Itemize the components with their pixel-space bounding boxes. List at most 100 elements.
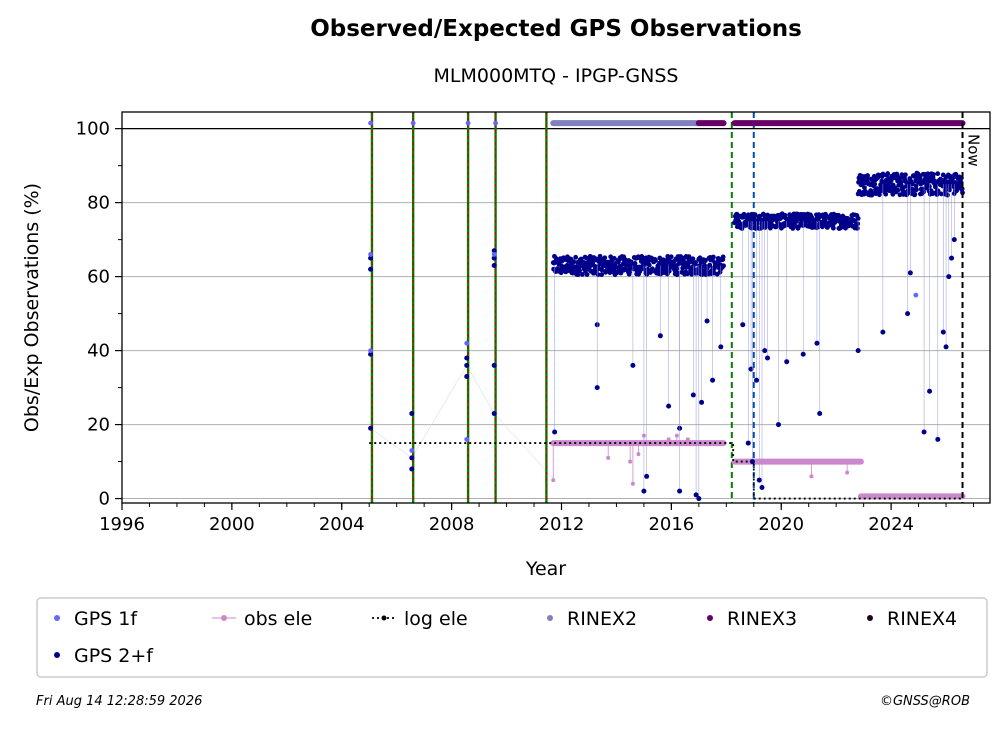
gps-2f-point xyxy=(653,258,658,264)
gps-1f-point xyxy=(913,292,919,298)
gps-1f-point xyxy=(491,252,497,257)
gps-2f-point xyxy=(607,270,613,275)
gps-1f-point xyxy=(464,436,470,442)
gps-2f-point xyxy=(862,185,867,191)
gps-2f-point xyxy=(594,385,600,391)
y-tick-label: 20 xyxy=(87,415,110,436)
x-tick-label: 1996 xyxy=(99,514,145,535)
gps-2f-point xyxy=(464,355,470,361)
gps-1f-point xyxy=(410,120,416,126)
gps-2f-point xyxy=(616,259,621,265)
x-tick-label: 2020 xyxy=(758,514,804,535)
legend-label: RINEX2 xyxy=(567,608,637,630)
gps-2f-point xyxy=(718,344,724,350)
gps-2f-point xyxy=(885,171,891,176)
gps-2f-point xyxy=(756,477,762,483)
gps-2f-point xyxy=(575,272,581,278)
gps-2f-point xyxy=(740,322,746,328)
gps-2f-point xyxy=(646,262,652,268)
gps-2f-point xyxy=(666,403,672,409)
gps-2f-point xyxy=(690,256,696,262)
gps-1f-point xyxy=(465,120,471,126)
gps-2f-point xyxy=(599,267,605,273)
gps-2f-point xyxy=(759,484,765,490)
gps-2f-point xyxy=(677,488,683,494)
gps-2f-point xyxy=(880,329,886,335)
gps-2f-point xyxy=(704,318,710,324)
gps-2f-point xyxy=(721,263,726,269)
gps-2f-point xyxy=(757,213,763,219)
gps-2f-point xyxy=(752,212,758,218)
gps-2f-point xyxy=(595,272,601,277)
gps-2f-point xyxy=(775,422,781,428)
log-ele-line xyxy=(369,442,963,500)
gps-2f-point xyxy=(800,351,806,357)
gps-2f-point xyxy=(913,183,919,189)
gps-2f-point xyxy=(666,268,672,274)
obs-ele-point xyxy=(674,433,679,438)
gps-2f-point xyxy=(611,255,617,261)
gps-2f-point xyxy=(693,260,699,265)
gps-2f-point xyxy=(897,192,903,198)
gps-2f-point xyxy=(409,410,415,416)
y-tick-label: 60 xyxy=(87,267,110,288)
x-axis-label: Year xyxy=(525,558,566,580)
gps-2f-point xyxy=(599,272,605,278)
gps-1f-point xyxy=(368,348,373,353)
gps-2f-point xyxy=(710,254,716,260)
obs-ele-point xyxy=(809,474,814,479)
legend-label: obs ele xyxy=(244,608,312,630)
gps-2f-point xyxy=(942,188,948,194)
gps-2f-point xyxy=(749,459,755,465)
gps-2f-point xyxy=(707,262,713,268)
gps-2f-point xyxy=(814,340,820,346)
legend-box xyxy=(36,597,988,678)
now-label: Now xyxy=(965,134,983,167)
legend-marker xyxy=(54,615,60,621)
gps-2f-point xyxy=(491,410,497,416)
legend-marker xyxy=(707,615,713,621)
copyright-credit: ©GNSS@ROB xyxy=(879,694,970,709)
x-tick-label: 2004 xyxy=(319,514,365,535)
gps-2f-point xyxy=(946,274,952,280)
gps-2f-point xyxy=(935,436,941,442)
gps-2f-point xyxy=(949,255,955,261)
gps-2f-point xyxy=(925,171,931,177)
gps-2f-point xyxy=(907,270,913,276)
gps-2f-point xyxy=(888,178,894,183)
gps-2f-point xyxy=(943,344,949,350)
gps-2f-point xyxy=(693,492,699,498)
gps-2f-point xyxy=(684,271,690,277)
gps-1f-point xyxy=(368,120,373,126)
gps-2f-point xyxy=(862,188,868,194)
legend-label: log ele xyxy=(404,608,468,630)
x-tick-label: 2008 xyxy=(429,514,475,535)
gps-2f-point xyxy=(664,264,670,270)
gps-2f-point xyxy=(762,348,768,354)
y-tick-label: 40 xyxy=(87,341,110,362)
gps-2f-point xyxy=(573,254,579,260)
gps-2f-point xyxy=(464,362,470,368)
gps-2f-point xyxy=(491,255,497,261)
gps-2f-point xyxy=(917,175,923,181)
gps-2f-point xyxy=(903,172,908,178)
gps-2f-point xyxy=(710,377,716,383)
gps-2f-point xyxy=(409,466,415,472)
gps-2f-point xyxy=(571,259,577,265)
gps-2f-point xyxy=(690,392,696,398)
legend-marker xyxy=(54,652,60,658)
gps-2f-point xyxy=(898,179,904,185)
gps-1f-point xyxy=(493,120,498,126)
x-tick-label: 2000 xyxy=(209,514,255,535)
gps-2f-point xyxy=(905,311,911,317)
gps-2f-point xyxy=(368,255,374,261)
gps-2f-point xyxy=(368,425,374,431)
gps-2f-point xyxy=(852,218,858,224)
gps-2f-point xyxy=(748,366,754,372)
legend-label: RINEX3 xyxy=(727,608,797,630)
gps-2f-point xyxy=(630,362,636,368)
gps-2f-point xyxy=(921,189,926,195)
gps-2f-point xyxy=(872,181,878,187)
obs-ele-point xyxy=(636,452,641,457)
